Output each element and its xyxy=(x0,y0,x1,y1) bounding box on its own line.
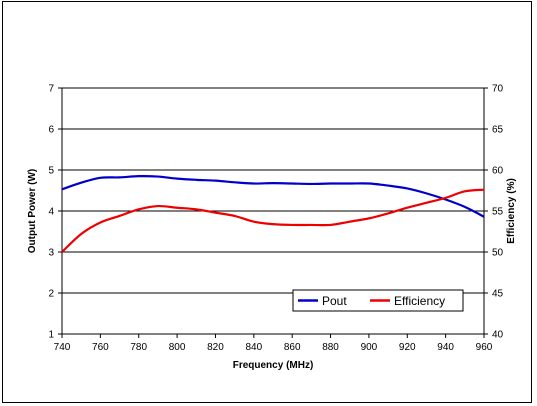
y-tick-label: 1 xyxy=(48,330,54,341)
y-tick-label: 7 xyxy=(48,84,54,95)
series-line-pout xyxy=(61,174,485,218)
y-tick-label: 6 xyxy=(48,125,54,136)
y2-tick-label: 65 xyxy=(492,125,504,136)
legend: Pout Efficiency xyxy=(292,289,464,312)
y-tick-label: 3 xyxy=(48,248,54,259)
y-tick-label: 5 xyxy=(48,166,54,177)
y2-tick-label: 40 xyxy=(492,330,504,341)
x-axis: 740 760 780 800 820 840 860 880 900 920 940 960 xyxy=(54,334,493,353)
y-axis-left: 1 2 3 4 5 6 7 xyxy=(48,84,62,341)
x-tick-label: 880 xyxy=(322,342,339,353)
x-tick-label: 740 xyxy=(54,342,71,353)
y2-tick-label: 50 xyxy=(492,248,504,259)
x-tick-label: 920 xyxy=(399,342,416,353)
y2-tick-label: 60 xyxy=(492,166,504,177)
x-tick-label: 840 xyxy=(245,342,262,353)
y2-tick-label: 70 xyxy=(492,84,504,95)
gridlines xyxy=(62,128,484,294)
y-tick-label: 4 xyxy=(48,207,54,218)
x-tick-label: 800 xyxy=(169,342,186,353)
series-line-efficiency xyxy=(61,188,485,253)
legend-label-pout: Pout xyxy=(322,294,347,308)
series-group xyxy=(61,174,485,253)
y-tick-label: 2 xyxy=(48,289,54,300)
x-tick-label: 760 xyxy=(92,342,109,353)
x-axis-title: Frequency (MHz) xyxy=(233,360,314,371)
legend-label-efficiency: Efficiency xyxy=(394,294,445,308)
chart-frame xyxy=(2,1,532,403)
x-tick-label: 960 xyxy=(476,342,493,353)
y-axis-right-title: Efficiency (%) xyxy=(506,178,517,244)
x-tick-label: 940 xyxy=(437,342,454,353)
x-tick-label: 820 xyxy=(207,342,224,353)
y2-tick-label: 55 xyxy=(492,207,504,218)
y-axis-left-title: Output Power (W) xyxy=(27,169,38,253)
x-tick-label: 900 xyxy=(361,342,378,353)
x-tick-label: 860 xyxy=(284,342,301,353)
x-tick-label: 780 xyxy=(130,342,147,353)
y-axis-right: 40 45 50 55 60 65 70 xyxy=(484,84,504,341)
y2-tick-label: 45 xyxy=(492,289,504,300)
